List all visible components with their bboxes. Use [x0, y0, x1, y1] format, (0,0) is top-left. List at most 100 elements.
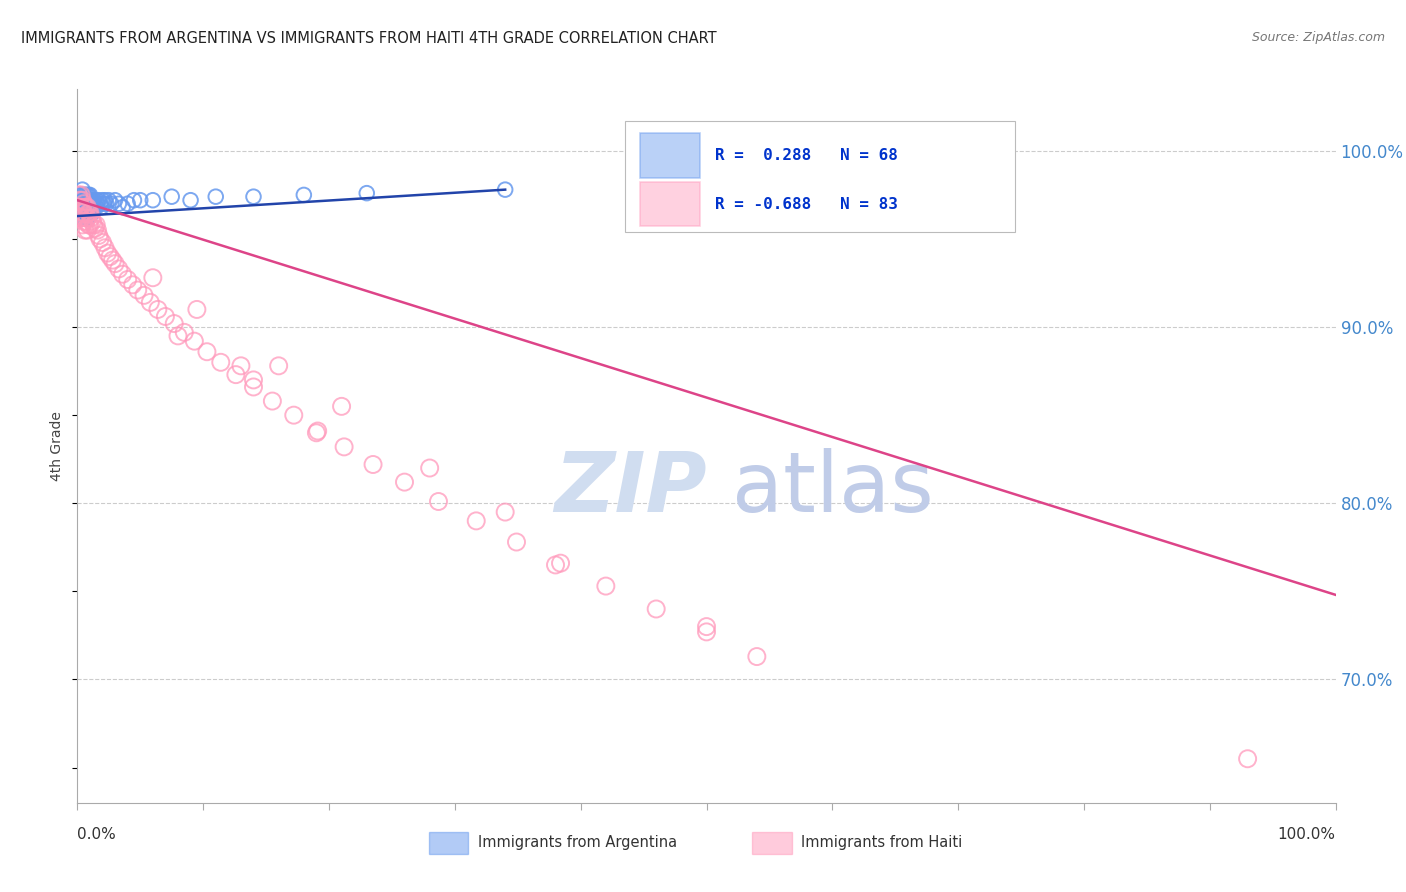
Point: [307, 424, 329, 438]
Point: [104, 257, 127, 271]
Point: [70, 211, 93, 225]
Point: [127, 283, 149, 297]
Text: atlas: atlas: [731, 449, 934, 529]
Point: [91, 235, 114, 250]
Point: [111, 267, 134, 281]
Point: [73, 223, 96, 237]
Point: [70, 196, 93, 211]
Point: [69, 211, 91, 225]
Point: [84, 200, 107, 214]
Point: [163, 317, 186, 331]
Text: R =  0.288   N = 68: R = 0.288 N = 68: [716, 148, 898, 163]
Point: [73, 188, 96, 202]
Point: [494, 505, 516, 519]
Point: [139, 295, 162, 310]
Text: R = -0.688   N = 83: R = -0.688 N = 83: [716, 196, 898, 211]
Point: [82, 214, 104, 228]
Point: [121, 277, 143, 292]
Point: [132, 288, 155, 302]
Point: [242, 189, 264, 203]
Point: [83, 200, 105, 214]
Point: [67, 188, 90, 202]
Text: Immigrants from Argentina: Immigrants from Argentina: [478, 836, 678, 850]
Point: [80, 193, 103, 207]
Point: [73, 196, 96, 211]
Point: [72, 193, 94, 207]
Point: [69, 200, 91, 214]
Point: [262, 394, 284, 409]
Point: [70, 200, 93, 214]
Point: [82, 196, 104, 211]
Point: [98, 250, 121, 264]
Point: [72, 196, 94, 211]
Point: [142, 270, 165, 285]
Point: [595, 579, 617, 593]
Point: [242, 380, 264, 394]
Point: [77, 196, 100, 211]
Point: [186, 302, 208, 317]
Y-axis label: 4th Grade: 4th Grade: [51, 411, 65, 481]
Point: [72, 200, 94, 214]
Point: [419, 461, 441, 475]
Point: [84, 221, 107, 235]
Point: [645, 602, 668, 616]
Point: [84, 193, 107, 207]
Point: [76, 188, 98, 202]
Point: [76, 211, 98, 225]
Point: [129, 193, 152, 207]
Point: [117, 196, 139, 211]
Point: [67, 196, 90, 211]
Point: [117, 272, 139, 286]
Point: [72, 196, 94, 211]
Point: [292, 188, 315, 202]
Point: [122, 193, 145, 207]
Point: [209, 355, 232, 369]
Point: [76, 200, 98, 214]
Point: [505, 535, 527, 549]
Point: [283, 408, 305, 422]
Point: [69, 193, 91, 207]
Point: [195, 344, 218, 359]
Point: [79, 218, 101, 232]
FancyBboxPatch shape: [624, 121, 1015, 232]
Point: [67, 200, 90, 214]
Point: [77, 188, 100, 202]
Point: [94, 193, 117, 207]
Text: ZIP: ZIP: [554, 449, 707, 529]
Point: [69, 200, 91, 214]
Point: [225, 368, 247, 382]
Point: [394, 475, 416, 489]
Text: Source: ZipAtlas.com: Source: ZipAtlas.com: [1251, 31, 1385, 45]
Point: [160, 189, 183, 203]
Point: [83, 218, 105, 232]
Point: [356, 186, 378, 201]
Point: [72, 207, 94, 221]
Point: [204, 189, 226, 203]
Point: [72, 193, 94, 207]
Point: [696, 624, 718, 639]
Point: [75, 200, 97, 214]
Point: [70, 205, 93, 219]
Point: [77, 205, 100, 219]
Point: [69, 205, 91, 219]
Point: [242, 373, 264, 387]
Point: [90, 200, 112, 214]
Point: [75, 193, 97, 207]
Point: [361, 458, 384, 472]
Point: [75, 205, 97, 219]
Point: [76, 211, 98, 225]
Bar: [640, 182, 700, 227]
Point: [330, 400, 353, 414]
Point: [84, 218, 107, 232]
Point: [89, 232, 111, 246]
Point: [111, 200, 134, 214]
Point: [91, 193, 114, 207]
Text: Immigrants from Haiti: Immigrants from Haiti: [801, 836, 963, 850]
Point: [73, 211, 96, 225]
Point: [427, 494, 450, 508]
Point: [86, 196, 108, 211]
Point: [167, 329, 190, 343]
Point: [72, 200, 94, 214]
Point: [73, 200, 96, 214]
Point: [544, 558, 567, 572]
